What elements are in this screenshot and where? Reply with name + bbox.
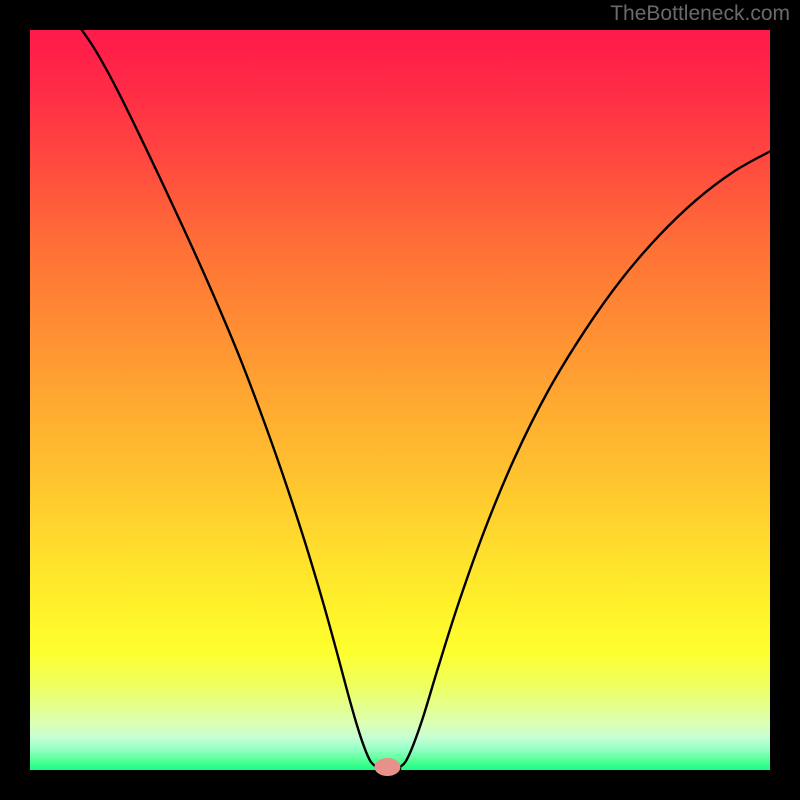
chart-svg [0,0,800,800]
watermark-text: TheBottleneck.com [610,2,790,26]
minimum-marker [374,758,400,776]
plot-background [30,30,770,770]
chart-container: TheBottleneck.com [0,0,800,800]
